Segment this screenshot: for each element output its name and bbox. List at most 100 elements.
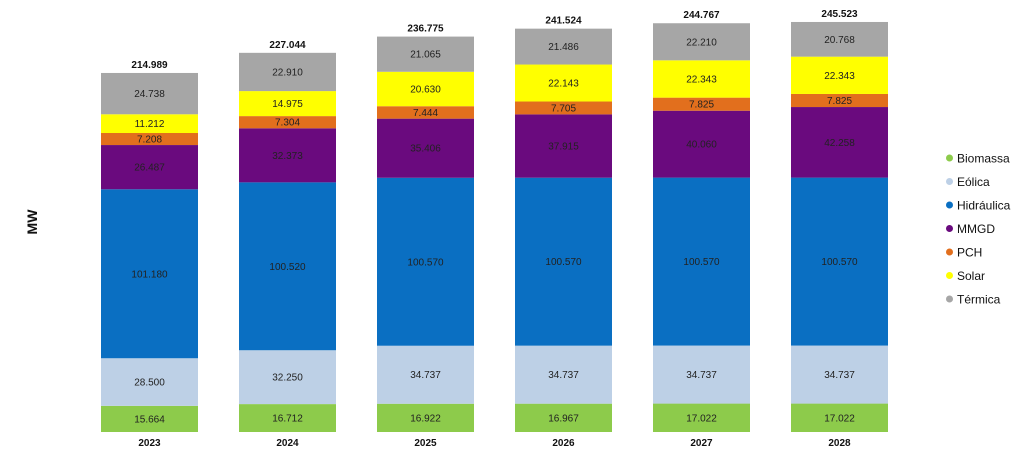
bar-segment-solar-2026 xyxy=(515,64,612,102)
data-label-hidraulica-2023: 101.180 xyxy=(131,269,168,280)
x-tick-label-2023: 2023 xyxy=(138,438,161,449)
data-label-solar-2028: 22.343 xyxy=(824,71,855,82)
legend-label-mmgd: MMGD xyxy=(957,222,995,236)
legend-marker-mmgd xyxy=(946,225,953,232)
bar-segment-eolica-2023 xyxy=(101,358,198,406)
bar-segment-pch-2024 xyxy=(239,116,336,129)
bar-segment-pch-2025 xyxy=(377,106,474,119)
bar-segment-termica-2027 xyxy=(653,23,750,61)
x-tick-label-2027: 2027 xyxy=(690,438,713,449)
bar-segment-termica-2026 xyxy=(515,28,612,65)
bar-segment-mmgd-2023 xyxy=(101,145,198,190)
legend-marker-solar xyxy=(946,272,953,279)
data-label-eolica-2026: 34.737 xyxy=(548,370,579,381)
data-label-solar-2023: 11.212 xyxy=(135,119,165,130)
bar-segment-biomassa-2025 xyxy=(377,403,474,432)
bar-segment-pch-2026 xyxy=(515,101,612,115)
bar-segment-solar-2025 xyxy=(377,71,474,107)
data-label-biomassa-2028: 17.022 xyxy=(824,413,855,424)
data-label-termica-2026: 21.486 xyxy=(548,42,579,53)
data-label-mmgd-2026: 37.915 xyxy=(548,142,579,153)
legend-label-hidraulica: Hidráulica xyxy=(957,199,1011,213)
bar-segment-solar-2027 xyxy=(653,60,750,98)
bar-segment-mmgd-2028 xyxy=(791,107,888,178)
legend-marker-eolica xyxy=(946,178,953,185)
data-label-termica-2027: 22.210 xyxy=(686,37,717,48)
bars-group: 15.664 28.500 101.180 26.487 7.208 11.212 24.7… xyxy=(101,9,888,449)
bar-segment-termica-2028 xyxy=(791,21,888,57)
data-label-pch-2024: 7.304 xyxy=(275,118,300,129)
bar-segment-eolica-2026 xyxy=(515,345,612,404)
data-label-pch-2025: 7.444 xyxy=(413,108,438,119)
bar-segment-biomassa-2023 xyxy=(101,405,198,432)
total-label-2027: 244.767 xyxy=(683,10,720,21)
bar-segment-pch-2023 xyxy=(101,133,198,146)
bar-segment-solar-2023 xyxy=(101,114,198,134)
data-label-mmgd-2024: 32.373 xyxy=(272,151,303,162)
bar-segment-mmgd-2027 xyxy=(653,110,750,178)
data-label-eolica-2024: 32.250 xyxy=(272,373,303,384)
bar-segment-biomassa-2024 xyxy=(239,404,336,432)
bar-segment-solar-2028 xyxy=(791,56,888,94)
data-label-pch-2027: 7.825 xyxy=(689,100,714,111)
x-tick-label-2025: 2025 xyxy=(414,438,437,449)
bar-segment-termica-2024 xyxy=(239,52,336,92)
total-label-2028: 245.523 xyxy=(821,9,858,20)
x-tick-label-2026: 2026 xyxy=(552,438,575,449)
data-label-eolica-2023: 28.500 xyxy=(134,378,165,389)
legend-label-eolica: Eólica xyxy=(957,175,990,189)
data-label-pch-2026: 7.705 xyxy=(551,103,576,114)
legend-label-termica: Térmica xyxy=(957,293,1001,307)
data-label-mmgd-2027: 40.060 xyxy=(686,140,717,151)
data-label-solar-2024: 14.975 xyxy=(272,99,303,110)
data-label-mmgd-2023: 26.487 xyxy=(134,163,165,174)
data-label-eolica-2028: 34.737 xyxy=(824,370,855,381)
data-label-hidraulica-2025: 100.570 xyxy=(407,257,444,268)
data-label-hidraulica-2024: 100.520 xyxy=(269,262,306,273)
bar-segment-pch-2028 xyxy=(791,93,888,108)
data-label-termica-2023: 24.738 xyxy=(134,89,165,100)
data-label-solar-2026: 22.143 xyxy=(548,79,579,90)
data-label-solar-2025: 20.630 xyxy=(410,84,441,95)
data-label-hidraulica-2028: 100.570 xyxy=(821,257,858,268)
data-label-termica-2024: 22.910 xyxy=(272,67,303,78)
x-tick-label-2028: 2028 xyxy=(828,438,851,449)
data-label-mmgd-2025: 35.406 xyxy=(410,144,441,155)
legend: Biomassa Eólica Hidráulica MMGD PCH Solar Térm… xyxy=(946,152,1011,307)
data-label-biomassa-2027: 17.022 xyxy=(686,413,717,424)
bar-segment-eolica-2024 xyxy=(239,350,336,405)
bar-segment-termica-2023 xyxy=(101,72,198,115)
bar-segment-eolica-2027 xyxy=(653,345,750,404)
bar-segment-hidraulica-2027 xyxy=(653,177,750,346)
data-label-biomassa-2026: 16.967 xyxy=(548,413,579,424)
legend-marker-biomassa xyxy=(946,154,953,162)
bar-segment-pch-2027 xyxy=(653,97,750,111)
bar-segment-mmgd-2025 xyxy=(377,118,474,178)
legend-marker-pch xyxy=(946,248,953,256)
bar-segment-hidraulica-2026 xyxy=(515,177,612,346)
data-label-biomassa-2023: 15.664 xyxy=(134,414,165,425)
bar-segment-hidraulica-2024 xyxy=(239,182,336,351)
total-label-2025: 236.775 xyxy=(407,24,444,35)
legend-label-biomassa: Biomassa xyxy=(957,152,1010,166)
data-label-termica-2025: 21.065 xyxy=(410,50,441,61)
bar-segment-biomassa-2028 xyxy=(791,403,888,432)
bar-segment-termica-2025 xyxy=(377,36,474,72)
data-label-pch-2028: 7.825 xyxy=(827,96,852,107)
data-label-eolica-2027: 34.737 xyxy=(686,370,717,381)
legend-marker-hidraulica xyxy=(946,201,953,209)
data-label-hidraulica-2026: 100.570 xyxy=(545,257,582,268)
legend-marker-termica xyxy=(946,295,953,303)
bar-segment-hidraulica-2028 xyxy=(791,177,888,346)
bar-segment-eolica-2028 xyxy=(791,345,888,404)
data-label-mmgd-2028: 42.258 xyxy=(824,138,855,149)
data-label-termica-2028: 20.768 xyxy=(824,35,855,46)
data-label-biomassa-2025: 16.922 xyxy=(410,413,441,424)
bar-segment-mmgd-2026 xyxy=(515,114,612,178)
data-label-hidraulica-2027: 100.570 xyxy=(683,257,720,268)
bar-segment-biomassa-2026 xyxy=(515,403,612,432)
total-label-2026: 241.524 xyxy=(545,16,582,27)
data-label-biomassa-2024: 16.712 xyxy=(272,414,303,425)
y-axis-label: MW xyxy=(24,209,40,235)
